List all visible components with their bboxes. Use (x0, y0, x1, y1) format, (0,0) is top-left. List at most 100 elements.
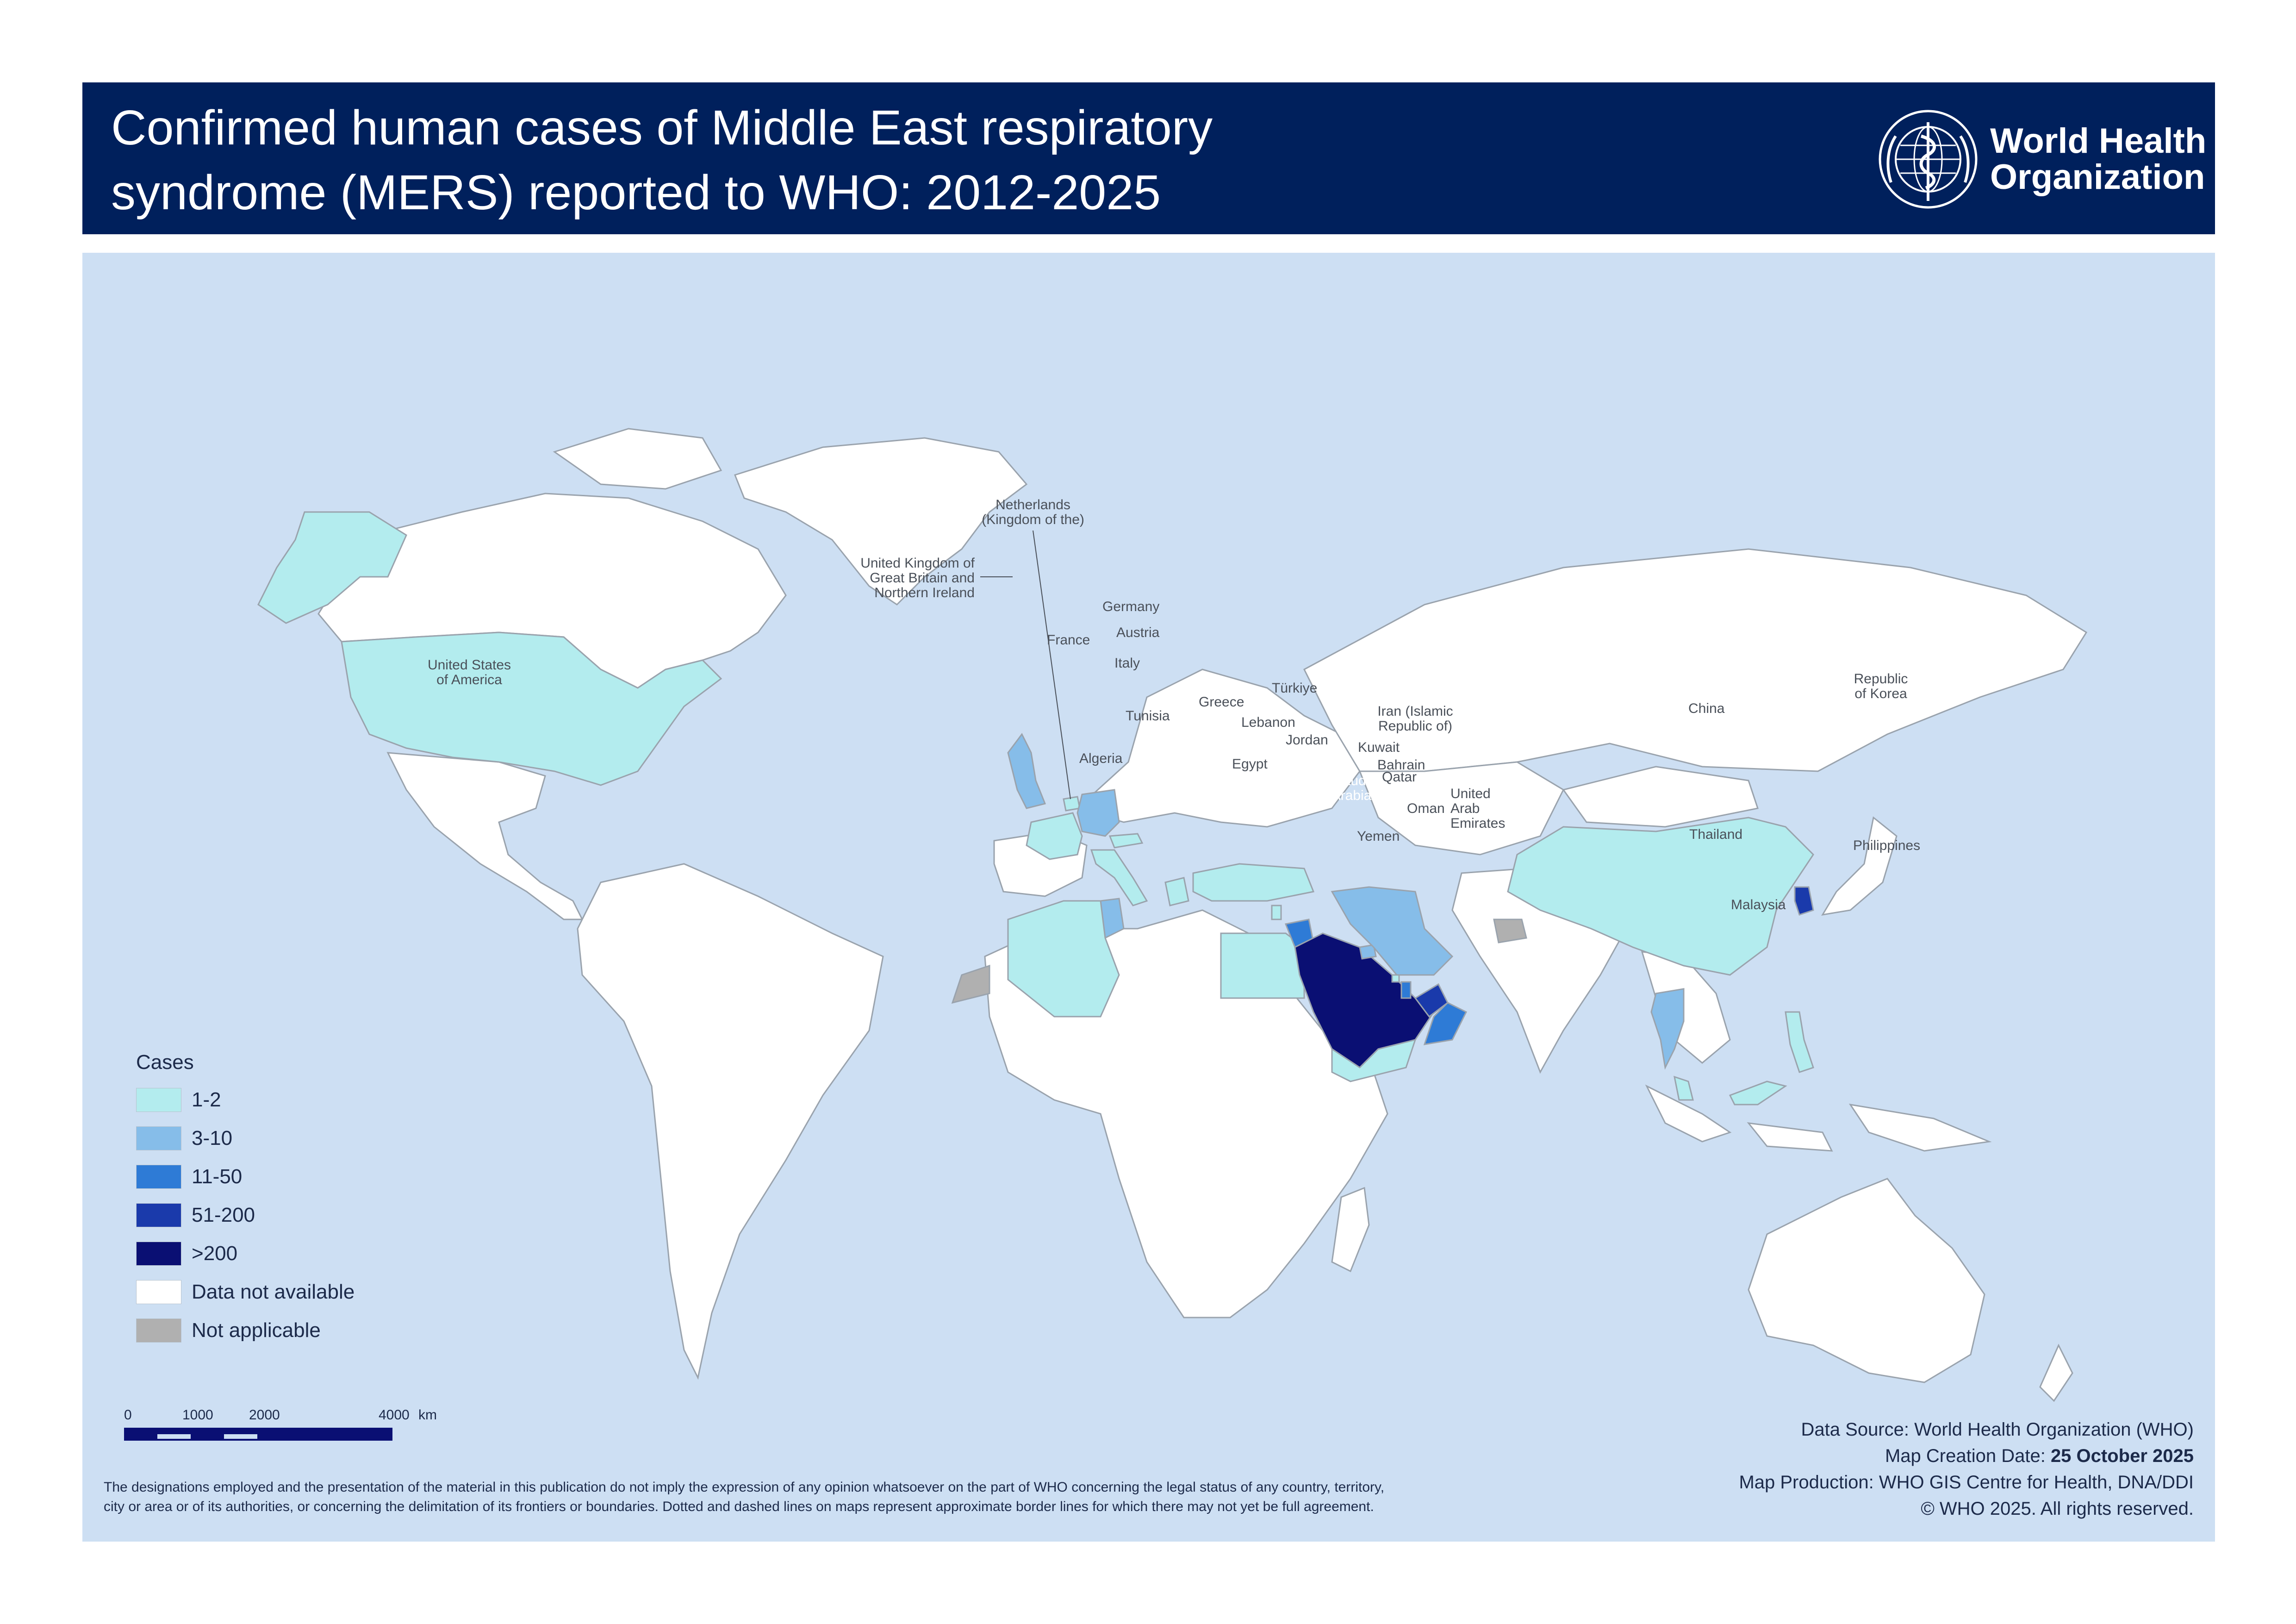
label-philippines: Philippines (1853, 838, 1920, 853)
legend-label: >200 (192, 1242, 238, 1265)
country-austria (1108, 833, 1144, 849)
new-zealand (2039, 1343, 2073, 1402)
legend-label: 11-50 (192, 1165, 243, 1188)
label-italy: Italy (1114, 656, 1140, 671)
title-line-2: syndrome (MERS) reported to WHO: 2012-20… (111, 165, 1161, 220)
legend-item: Data not available (136, 1278, 355, 1306)
label-turkiye: Türkiye (1272, 681, 1317, 696)
country-iran (1331, 886, 1454, 976)
label-usa: United States of America (428, 657, 511, 687)
country-turkiye (1192, 863, 1315, 902)
legend-item: >200 (136, 1240, 237, 1268)
country-malaysia (1674, 1075, 1787, 1106)
label-algeria: Algeria (1079, 751, 1123, 766)
label-iran: Iran (Islamic Republic of) (1377, 704, 1453, 734)
label-netherlands: Netherlands (Kingdom of the) (982, 497, 1084, 527)
credits: Data Source: World Health Organization (… (1739, 1417, 2194, 1522)
label-saudi-arabia: Saudi Arabia (1332, 773, 1372, 803)
russia (1303, 548, 2088, 772)
legend-item: 11-50 (136, 1163, 242, 1191)
country-usa (341, 631, 722, 786)
data-source: Data Source: World Health Organization (… (1801, 1419, 2194, 1440)
legend-label: 51-200 (192, 1204, 255, 1226)
not-applicable-kashmir (1493, 918, 1527, 943)
legend-item: 51-200 (136, 1201, 255, 1229)
arctic-islands (553, 428, 722, 490)
country-oman (1423, 1002, 1468, 1045)
label-tunisia: Tunisia (1126, 708, 1170, 724)
scale-label-2000: 2000 (249, 1407, 280, 1423)
label-malaysia: Malaysia (1731, 897, 1786, 912)
country-thailand (1650, 988, 1685, 1070)
legend-label: 3-10 (192, 1127, 233, 1149)
label-jordan: Jordan (1286, 732, 1328, 748)
label-germany: Germany (1102, 599, 1159, 614)
who-emblem-icon (1879, 110, 1978, 209)
legend-label: 1-2 (192, 1088, 221, 1111)
label-korea: Republic of Korea (1854, 671, 1908, 701)
legend-swatch (136, 1165, 181, 1189)
label-qatar: Qatar (1382, 769, 1417, 785)
creation-date-prefix: Map Creation Date: (1885, 1446, 2051, 1466)
title-line-1: Confirmed human cases of Middle East res… (111, 100, 1213, 155)
scale-label-4000: 4000 (379, 1407, 410, 1423)
country-korea (1794, 886, 1814, 916)
country-lebanon (1271, 905, 1282, 920)
leader-netherlands (1033, 530, 1071, 800)
label-greece: Greece (1199, 694, 1244, 710)
header-banner: Confirmed human cases of Middle East res… (82, 82, 2215, 234)
legend-item: Not applicable (136, 1317, 321, 1344)
label-uk: United Kingdom of Great Britain and Northe… (860, 556, 975, 600)
legend-title: Cases (136, 1051, 194, 1074)
world-map: United States of America United Kingdom o… (257, 428, 2088, 1402)
country-italy (1090, 849, 1148, 906)
legend-item: 3-10 (136, 1124, 232, 1152)
creation-date-value: 25 October 2025 (2050, 1446, 2194, 1466)
map-panel: United States of America United Kingdom o… (82, 253, 2215, 1542)
legend-label: Data not available (192, 1280, 355, 1303)
label-egypt: Egypt (1232, 756, 1268, 772)
mexico-central-america (386, 752, 584, 920)
org-name-line-1: World Health (1990, 121, 2207, 161)
map-production: Map Production: WHO GIS Centre for Healt… (1739, 1472, 2194, 1493)
country-alaska (257, 511, 407, 624)
country-kuwait (1359, 944, 1377, 960)
label-austria: Austria (1116, 625, 1160, 640)
legend-label: Not applicable (192, 1319, 321, 1342)
label-uae: United Arab Emirates (1450, 786, 1505, 831)
legend-swatch (136, 1318, 181, 1343)
mongolia (1562, 766, 1759, 828)
south-america (577, 863, 884, 1380)
label-china: China (1688, 701, 1725, 716)
disclaimer: The designations employed and the presen… (104, 1478, 1724, 1517)
not-applicable-western-sahara (951, 964, 990, 1004)
scale-label-1000: 1000 (182, 1407, 213, 1423)
scale-label-0: 0 (124, 1407, 132, 1423)
label-yemen: Yemen (1357, 829, 1400, 844)
legend-swatch (136, 1203, 181, 1227)
page-title: Confirmed human cases of Middle East res… (111, 95, 1407, 225)
label-thailand: Thailand (1689, 827, 1742, 842)
label-kuwait: Kuwait (1358, 740, 1400, 755)
who-organization-name: World Health Organization (1990, 123, 2206, 195)
japan (1821, 816, 1898, 916)
legend-swatch (136, 1088, 181, 1112)
central-asia (1358, 761, 1564, 856)
label-oman: Oman (1407, 801, 1445, 816)
label-lebanon: Lebanon (1241, 715, 1295, 730)
legend-swatch (136, 1126, 181, 1150)
copyright: © WHO 2025. All rights reserved. (1921, 1499, 2194, 1519)
scale-unit: km (418, 1407, 437, 1423)
map-creation-date: Map Creation Date: 25 October 2025 (1739, 1443, 2194, 1469)
country-qatar (1400, 981, 1412, 999)
disclaimer-line-2: city or area or of its authorities, or c… (104, 1499, 1374, 1514)
legend-swatch (136, 1280, 181, 1304)
country-uk (1007, 733, 1046, 809)
country-philippines (1785, 1011, 1814, 1073)
country-france (1026, 812, 1083, 860)
indonesia (1645, 1084, 1992, 1152)
country-algeria (1007, 900, 1120, 1018)
scale-bar-graphic (124, 1428, 392, 1441)
label-bahrain: Bahrain (1377, 757, 1425, 773)
country-bahrain (1391, 974, 1400, 983)
